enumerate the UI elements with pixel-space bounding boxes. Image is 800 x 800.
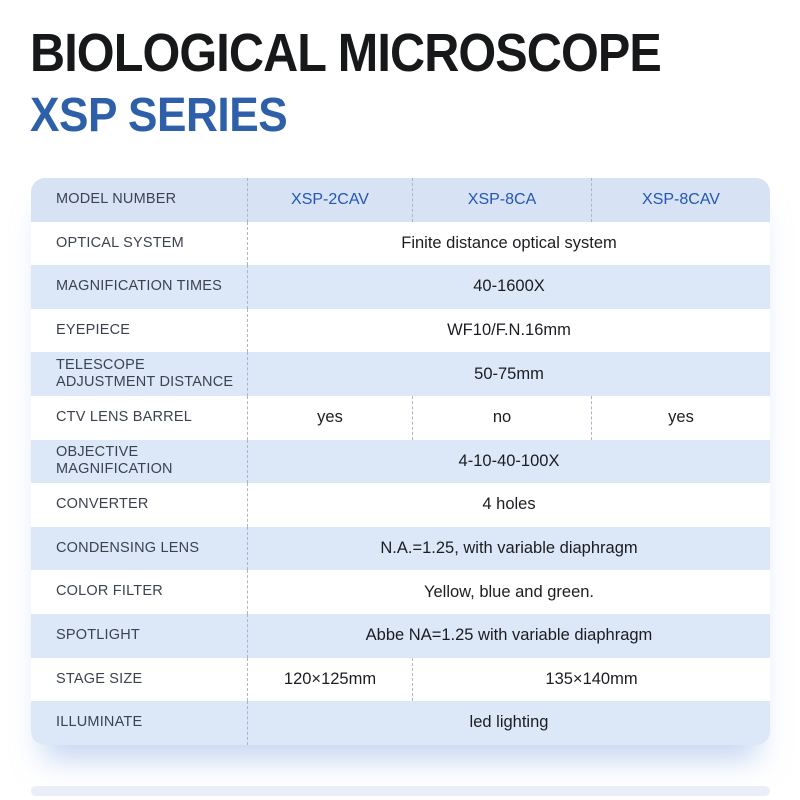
row-label: MAGNIFICATION TIMES	[56, 278, 222, 295]
row-value: 120×125mm	[247, 657, 412, 702]
page-title: BIOLOGICAL MICROSCOPE	[30, 23, 662, 83]
row-label: SPOTLIGHT	[56, 627, 140, 644]
row-label: CTV LENS BARREL	[56, 409, 192, 426]
table-row: CONDENSING LENS N.A.=1.25, with variable …	[31, 526, 770, 571]
row-value: WF10/F.N.16mm	[247, 308, 770, 353]
header-label: MODEL NUMBER	[56, 191, 177, 208]
table-row: COLOR FILTER Yellow, blue and green.	[31, 570, 770, 614]
table-row: SPOTLIGHT Abbe NA=1.25 with variable diap…	[31, 613, 770, 658]
row-value: no	[412, 395, 591, 440]
spec-table: MODEL NUMBER XSP-2CAV XSP-8CA XSP-8CAV O…	[31, 178, 770, 745]
table-row: MAGNIFICATION TIMES 40-1600X	[31, 265, 770, 309]
table-row: CTV LENS BARREL yes no yes	[31, 395, 770, 440]
row-value: 4-10-40-100X	[247, 439, 770, 484]
row-value: Yellow, blue and green.	[247, 570, 770, 614]
row-value: Abbe NA=1.25 with variable diaphragm	[247, 613, 770, 658]
row-label: CONDENSING LENS	[56, 539, 200, 556]
table-row: TELESCOPE ADJUSTMENT DISTANCE 50-75mm	[31, 352, 770, 396]
row-value: yes	[247, 395, 412, 440]
table-row: EYEPIECE WF10/F.N.16mm	[31, 308, 770, 353]
row-label: CONVERTER	[56, 496, 149, 513]
row-label: EYEPIECE	[56, 321, 131, 338]
model-name: XSP-2CAV	[247, 178, 412, 222]
row-label: STAGE SIZE	[56, 670, 143, 687]
table-row: CONVERTER 4 holes	[31, 483, 770, 527]
table-row: OPTICAL SYSTEM Finite distance optical sy…	[31, 221, 770, 266]
row-label: TELESCOPE ADJUSTMENT DISTANCE	[56, 356, 234, 391]
table-row: OBJECTIVE MAGNIFICATION 4-10-40-100X	[31, 439, 770, 484]
model-name: XSP-8CA	[412, 178, 591, 222]
table-row: STAGE SIZE 120×125mm 135×140mm	[31, 657, 770, 702]
row-value: yes	[591, 395, 770, 440]
page-subtitle: XSP SERIES	[30, 89, 288, 142]
row-value: 40-1600X	[247, 265, 770, 309]
bottom-accent-bar	[31, 786, 770, 796]
table-header-row: MODEL NUMBER XSP-2CAV XSP-8CA XSP-8CAV	[31, 178, 770, 222]
row-label: OBJECTIVE MAGNIFICATION	[56, 443, 173, 478]
row-label: OPTICAL SYSTEM	[56, 234, 184, 251]
row-value: N.A.=1.25, with variable diaphragm	[247, 526, 770, 571]
row-value: 135×140mm	[412, 657, 770, 702]
row-label: COLOR FILTER	[56, 583, 163, 600]
row-value: led lighting	[247, 701, 770, 745]
row-label: ILLUMINATE	[56, 714, 143, 731]
model-name: XSP-8CAV	[591, 178, 770, 222]
row-value: 4 holes	[247, 483, 770, 527]
table-row: ILLUMINATE led lighting	[31, 701, 770, 745]
table-body: OPTICAL SYSTEM Finite distance optical sy…	[31, 221, 770, 745]
row-value: Finite distance optical system	[247, 221, 770, 266]
row-value: 50-75mm	[247, 352, 770, 396]
